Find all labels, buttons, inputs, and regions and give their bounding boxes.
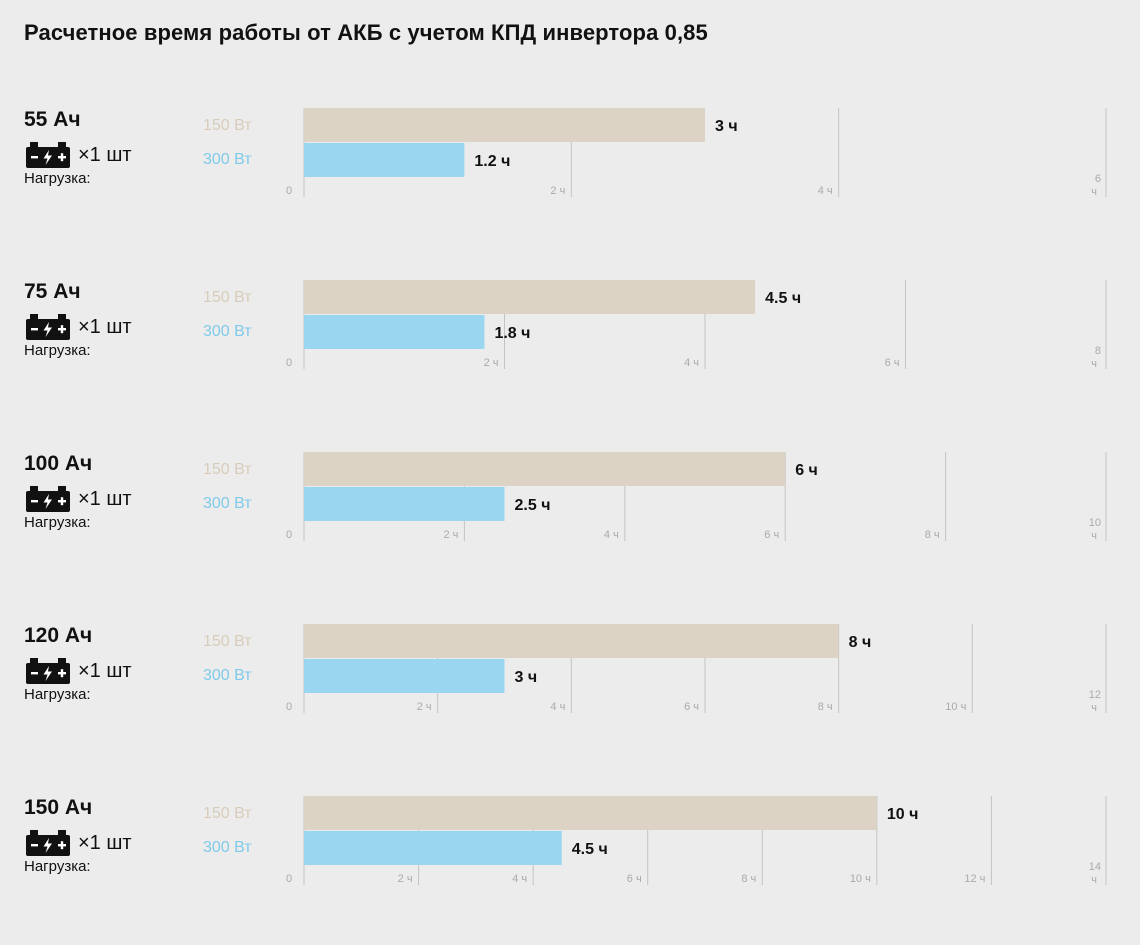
battery-count-row: ×1 шт [26, 314, 132, 340]
battery-icon [26, 314, 70, 340]
x-tick-label: 4 ч [550, 701, 565, 713]
load-300w-label: 300 Вт [203, 667, 252, 684]
bar-chart: 0 2 ч 4 ч 6 ч 3 ч 1.2 ч [286, 108, 1107, 198]
data-label-300w: 1.2 ч [474, 153, 510, 170]
x-tick-label: 6 ч [764, 529, 779, 541]
battery-capacity-label: 100 Ач [24, 452, 93, 475]
battery-chart-group: 150 Ач ×1 шт Нагрузка: 150 Вт 300 Вт 0 2 ч 4 ч 6… [0, 796, 1140, 916]
bar-chart: 0 2 ч 4 ч 6 ч 8 ч 10 ч 12 ч 14 ч 10 ч 4.5 ч [286, 796, 1107, 886]
bar-150w [304, 108, 705, 142]
battery-capacity-label: 120 Ач [24, 624, 93, 647]
data-label-150w: 8 ч [849, 634, 872, 651]
bar-chart: 0 2 ч 4 ч 6 ч 8 ч 10 ч 6 ч 2.5 ч [286, 452, 1107, 542]
x-tick-label: 4 ч [512, 873, 527, 885]
x-tick-label: 8 ч [925, 529, 940, 541]
page-title: Расчетное время работы от АКБ с учетом К… [24, 20, 708, 45]
x-tick-label: 2 ч [550, 185, 565, 197]
x-tick-label: 0 [286, 357, 292, 369]
x-tick-label: 6 ч [684, 701, 699, 713]
x-tick-label: 10 ч [945, 701, 966, 713]
data-label-150w: 3 ч [715, 118, 738, 135]
data-label-150w: 4.5 ч [765, 290, 801, 307]
load-300w-label: 300 Вт [203, 151, 252, 168]
load-label: Нагрузка: [24, 170, 91, 187]
battery-count-label: ×1 шт [78, 315, 132, 338]
x-tick-label: 2 ч [443, 529, 458, 541]
battery-count-row: ×1 шт [26, 142, 132, 168]
battery-icon [26, 486, 70, 512]
load-150w-label: 150 Вт [203, 117, 252, 134]
bar-150w [304, 452, 786, 486]
bar-300w [304, 315, 485, 349]
x-tick-label: 12 ч [964, 873, 985, 885]
x-tick-label: 4 ч [684, 357, 699, 369]
battery-icon [26, 658, 70, 684]
battery-count-label: ×1 шт [78, 487, 132, 510]
data-label-300w: 2.5 ч [515, 497, 551, 514]
x-tick-label: 2 ч [398, 873, 413, 885]
battery-capacity-label: 150 Ач [24, 796, 93, 819]
data-label-300w: 4.5 ч [572, 841, 608, 858]
x-tick-label: 14 ч [1089, 861, 1101, 886]
x-tick-label: 0 [286, 701, 292, 713]
load-label: Нагрузка: [24, 858, 91, 875]
bar-150w [304, 796, 877, 830]
x-tick-label: 4 ч [818, 185, 833, 197]
bar-150w [304, 280, 756, 314]
x-tick-label: 2 ч [484, 357, 499, 369]
data-label-300w: 1.8 ч [494, 325, 530, 342]
battery-chart-group: 120 Ач ×1 шт Нагрузка: 150 Вт 300 Вт 0 2 ч 4 ч 6… [0, 624, 1140, 744]
load-300w-label: 300 Вт [203, 495, 252, 512]
load-150w-label: 150 Вт [203, 805, 252, 822]
battery-icon [26, 142, 70, 168]
x-tick-label: 2 ч [417, 701, 432, 713]
bar-300w [304, 143, 465, 177]
bar-150w [304, 624, 839, 658]
data-label-150w: 6 ч [795, 462, 818, 479]
battery-count-row: ×1 шт [26, 658, 132, 684]
x-tick-label: 10 ч [850, 873, 871, 885]
x-tick-label: 6 ч [885, 357, 900, 369]
data-label-150w: 10 ч [887, 806, 919, 823]
bar-chart: 0 2 ч 4 ч 6 ч 8 ч 10 ч 12 ч 8 ч 3 ч [286, 624, 1107, 714]
x-tick-label: 4 ч [604, 529, 619, 541]
battery-chart-group: 100 Ач ×1 шт Нагрузка: 150 Вт 300 Вт 0 2 ч 4 ч 6… [0, 452, 1140, 572]
x-tick-label: 0 [286, 529, 292, 541]
battery-chart-group: 75 Ач ×1 шт Нагрузка: 150 Вт 300 Вт 0 2 ч 4 ч 6 … [0, 280, 1140, 400]
load-300w-label: 300 Вт [203, 323, 252, 340]
bar-300w [304, 659, 505, 693]
load-label: Нагрузка: [24, 686, 91, 703]
load-label: Нагрузка: [24, 342, 91, 359]
battery-count-label: ×1 шт [78, 831, 132, 854]
load-label: Нагрузка: [24, 514, 91, 531]
x-tick-label: 8 ч [818, 701, 833, 713]
x-tick-label: 10 ч [1089, 517, 1101, 542]
load-150w-label: 150 Вт [203, 289, 252, 306]
bar-chart: 0 2 ч 4 ч 6 ч 8 ч 4.5 ч 1.8 ч [286, 280, 1107, 370]
battery-capacity-label: 75 Ач [24, 280, 81, 303]
bar-300w [304, 487, 505, 521]
x-tick-label: 6 ч [627, 873, 642, 885]
x-tick-label: 8 ч [741, 873, 756, 885]
x-tick-label: 0 [286, 873, 292, 885]
battery-count-row: ×1 шт [26, 486, 132, 512]
battery-icon [26, 830, 70, 856]
battery-count-label: ×1 шт [78, 659, 132, 682]
load-150w-label: 150 Вт [203, 633, 252, 650]
battery-capacity-label: 55 Ач [24, 108, 81, 131]
battery-count-row: ×1 шт [26, 830, 132, 856]
battery-count-label: ×1 шт [78, 143, 132, 166]
load-150w-label: 150 Вт [203, 461, 252, 478]
bar-300w [304, 831, 562, 865]
x-tick-label: 0 [286, 185, 292, 197]
x-tick-label: 12 ч [1089, 689, 1101, 714]
data-label-300w: 3 ч [515, 669, 538, 686]
load-300w-label: 300 Вт [203, 839, 252, 856]
